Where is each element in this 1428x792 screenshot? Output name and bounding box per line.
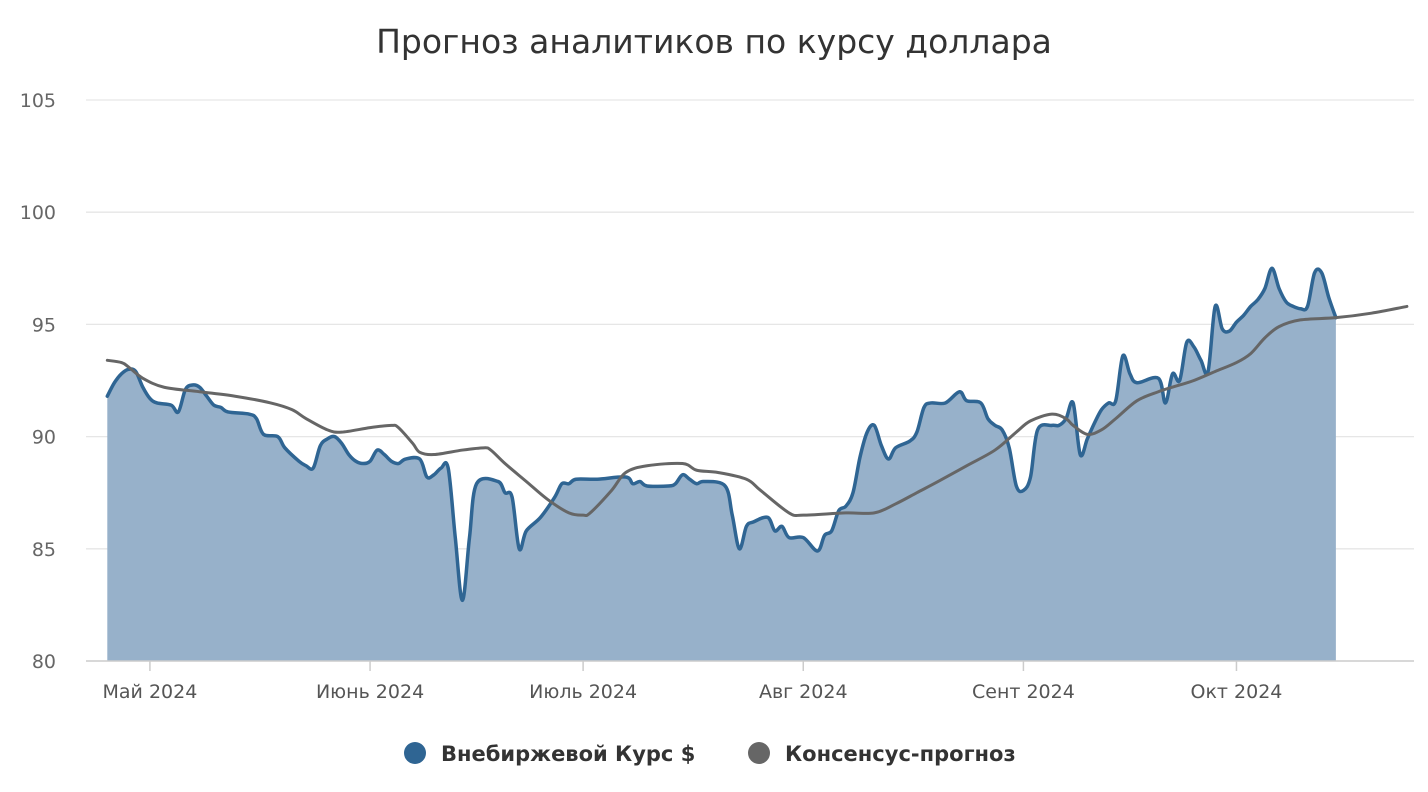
legend-marker [404,742,426,764]
series-line-1[interactable] [105,304,1409,518]
legend-label: Консенсус-прогноз [785,742,1016,766]
series-area-0 [107,268,1336,661]
legend-marker [748,742,770,764]
y-tick-label: 100 [20,202,56,224]
y-tick-label: 85 [32,539,56,561]
y-tick-label: 80 [32,651,56,673]
x-tick-label: Июнь 2024 [316,681,424,703]
x-tick-label: Июль 2024 [529,681,637,703]
legend-label: Внебиржевой Курс $ [441,742,695,766]
legend-item-1[interactable]: Консенсус-прогноз [748,742,1016,766]
y-tick-label: 90 [32,427,56,449]
x-tick-label: Май 2024 [103,681,198,703]
x-tick-label: Авг 2024 [759,681,848,703]
y-axis-ticks: 80 85 90 95 100 105 [20,90,56,673]
x-tick-label: Окт 2024 [1191,681,1283,703]
x-tick-label: Сент 2024 [972,681,1075,703]
series-line-0[interactable] [105,266,1338,603]
legend-item-0[interactable]: Внебиржевой Курс $ [404,742,695,766]
legend: Внебиржевой Курс $ Консенсус-прогноз [404,742,1016,766]
y-tick-label: 105 [20,90,56,112]
series-layer [105,266,1409,661]
chart-title: Прогноз аналитиков по курсу доллара [376,22,1052,61]
x-axis-ticks: Май 2024 Июнь 2024 Июль 2024 Авг 2024 Сент 2… [103,661,1283,703]
y-tick-label: 95 [32,314,56,336]
